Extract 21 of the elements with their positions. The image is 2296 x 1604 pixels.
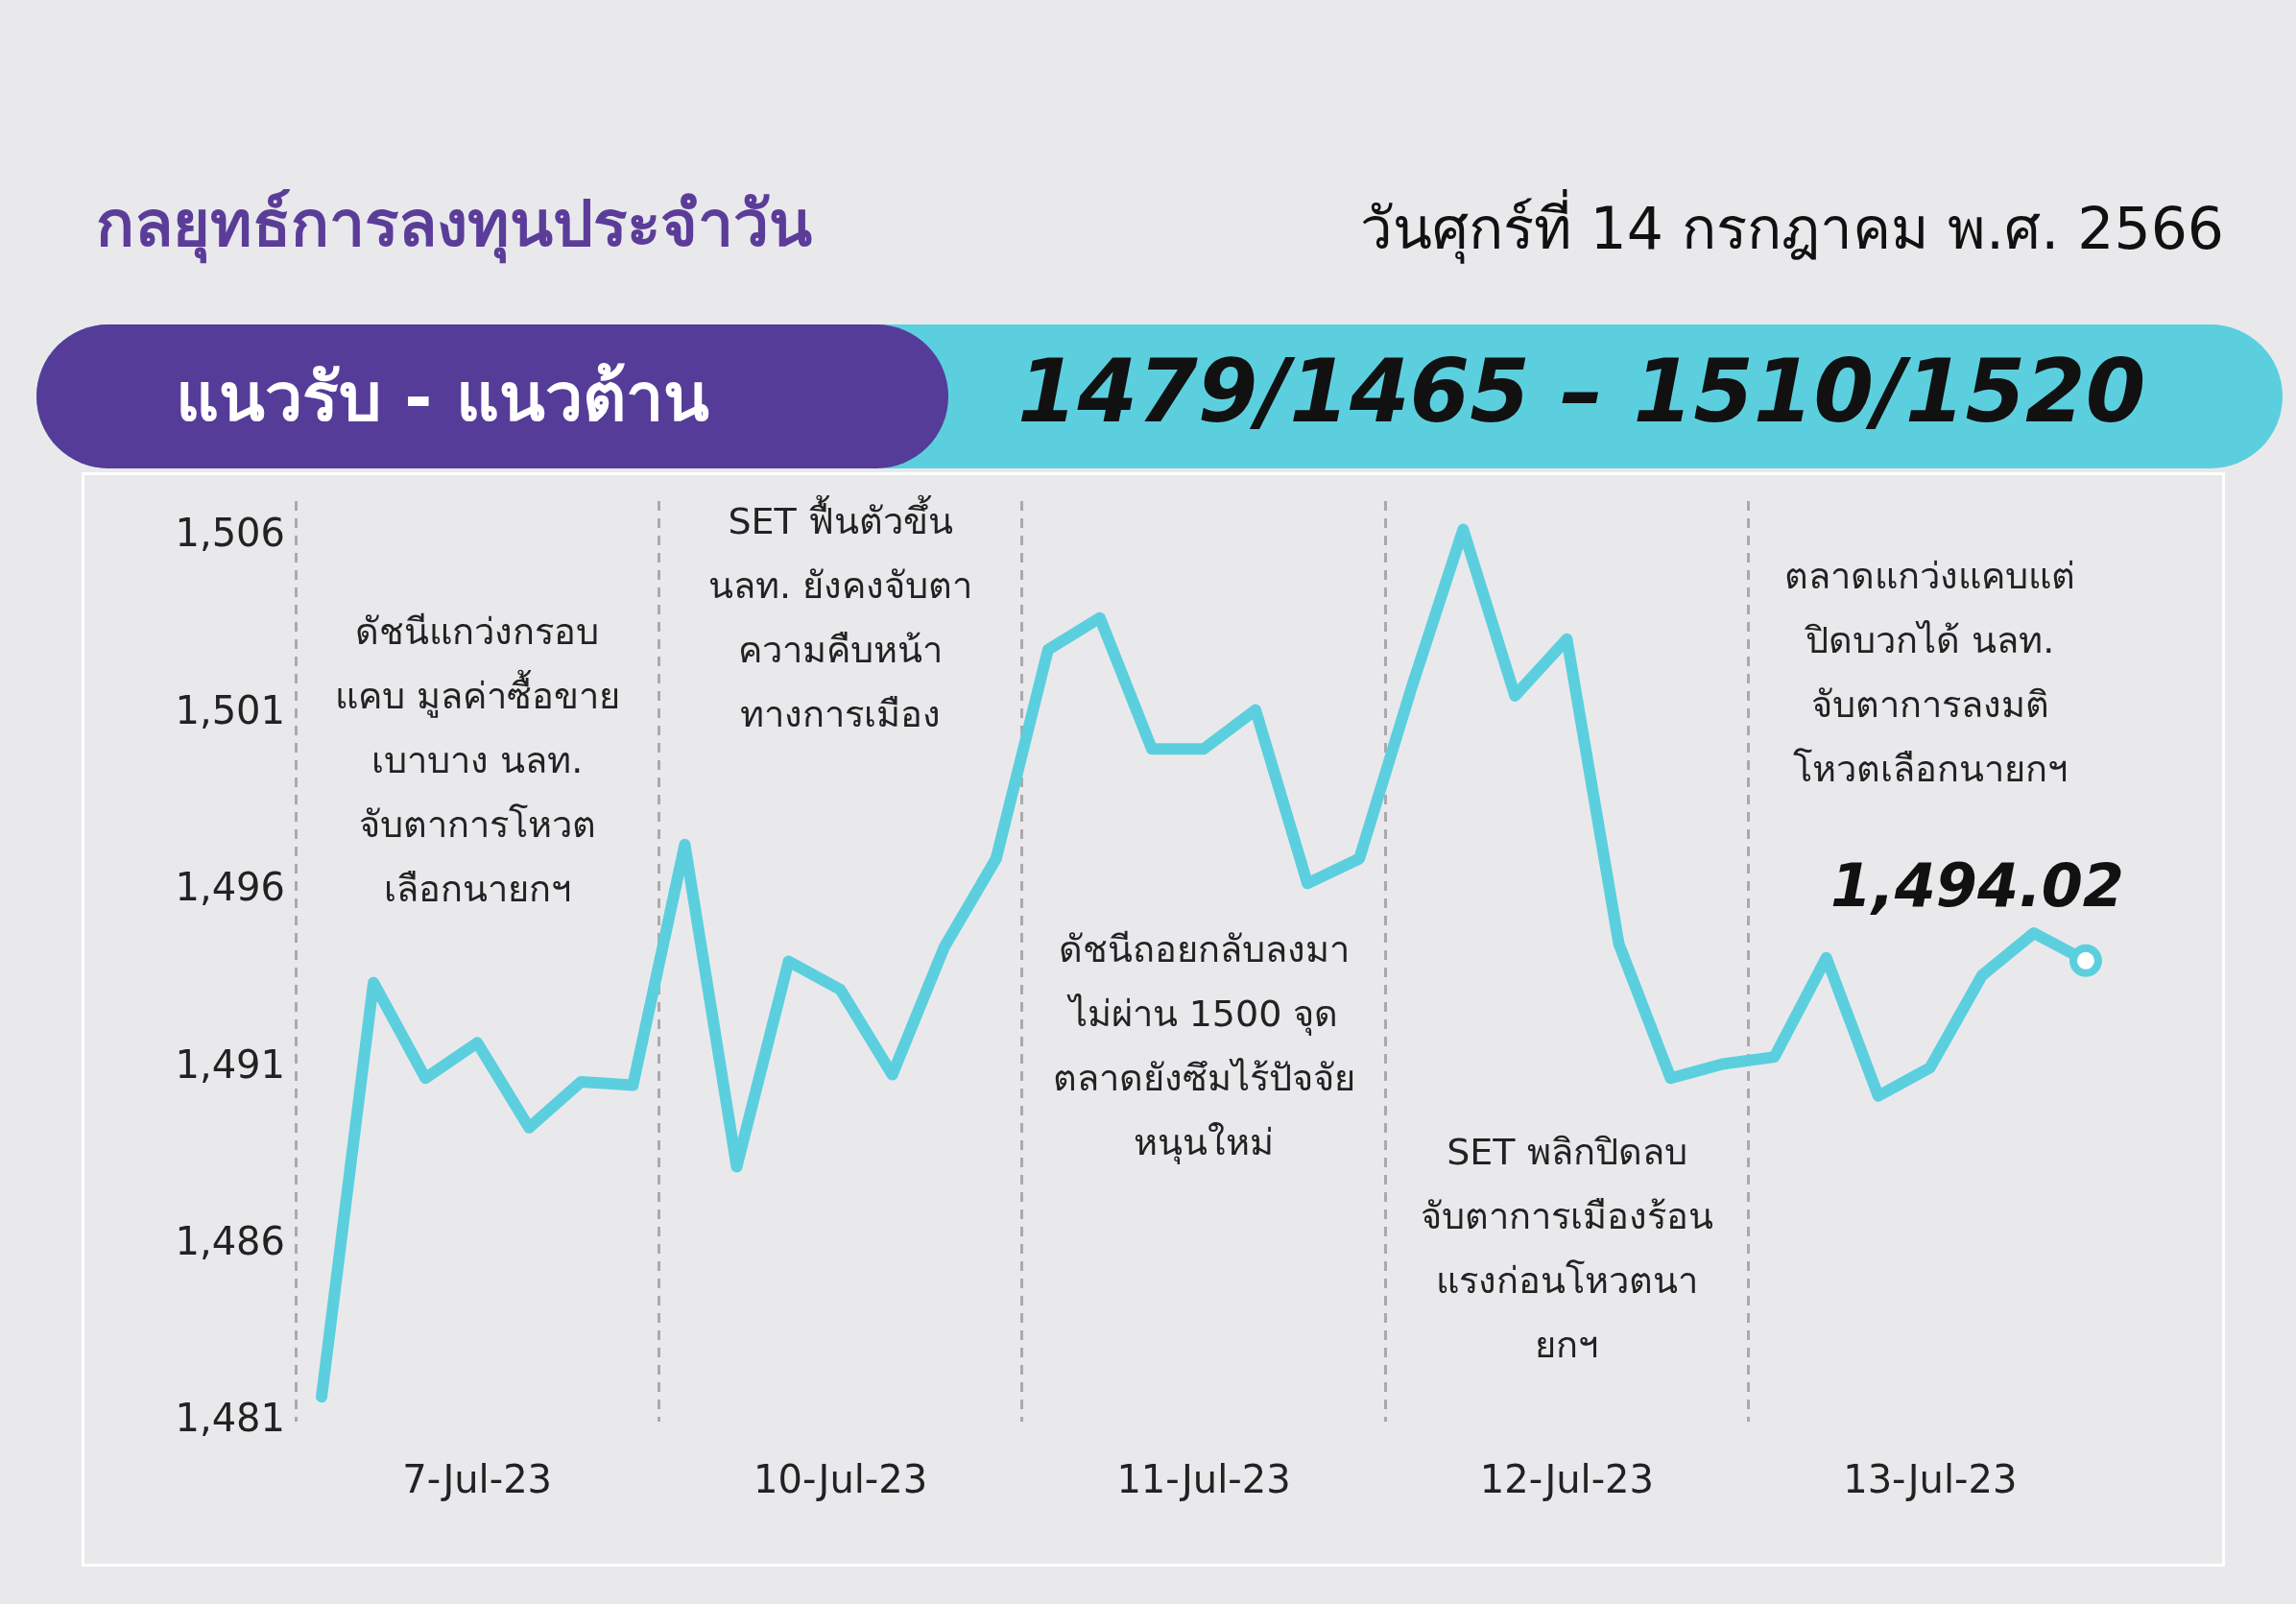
y-tick-label: 1,491 <box>175 1041 285 1087</box>
chart-subtitle: วันศุกร์ที่ 14 กรกฎาคม พ.ศ. 2566 <box>1359 188 2224 266</box>
text: แนวรับ - แนวต้าน <box>176 356 709 439</box>
y-tick-label: 1,486 <box>175 1218 285 1263</box>
y-tick-label: 1,496 <box>175 865 285 910</box>
x-tick-label: 7-Jul-23 <box>402 1457 553 1502</box>
text: 1479/1465 – 1510/1520 <box>1017 341 2146 442</box>
y-tick-label: 1,501 <box>175 687 285 732</box>
y-tick-label: 1,481 <box>175 1396 285 1441</box>
x-tick-label: 10-Jul-23 <box>753 1457 928 1502</box>
chart-title: กลยุทธ์การลงทุนประจำวัน <box>96 186 812 266</box>
x-tick-label: 11-Jul-23 <box>1116 1457 1291 1502</box>
annotation: ตลาดแกว่งแคบแต่ปิดบวกได้ นลท. จับตาการลงมติโหวตเลือกนายกฯ <box>1784 555 2076 791</box>
data-label: 1,494.02 <box>1830 850 2124 921</box>
x-tick-label: 12-Jul-23 <box>1479 1457 1654 1502</box>
annotation: SET พลิกปิดลบ จับตาการเมืองร้อนแรงก่อนโหวตนายกฯ <box>1420 1130 1713 1366</box>
x-tick-label: 13-Jul-23 <box>1843 1457 2018 1502</box>
annotation: ดัชนีถอยกลับลงมาไม่ผ่าน 1500 จุด ตลาดยังซึมไร้ปัจจัยหนุนใหม่ <box>1052 927 1355 1164</box>
annotation: SET ฟื้นตัวขึ้น นลท. ยังคงจับตาความคืบหน้าทางการเมือง <box>708 493 973 735</box>
y-tick-label: 1,506 <box>175 511 285 556</box>
annotation: ดัชนีแกว่งกรอบแคบ มูลค่าซื้อขายเบาบาง นลท. จับตาการโหวตเลือกนายกฯ <box>334 610 620 910</box>
